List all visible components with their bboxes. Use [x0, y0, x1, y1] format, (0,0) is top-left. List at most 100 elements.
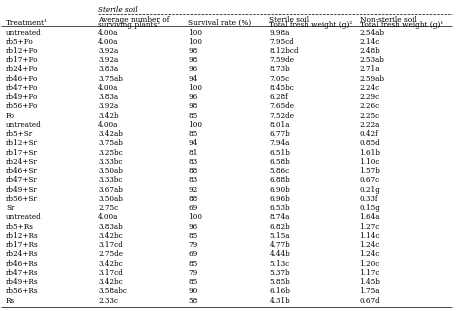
- Text: 69: 69: [188, 204, 198, 212]
- Text: 100: 100: [188, 29, 202, 36]
- Text: 2.48b: 2.48b: [360, 47, 380, 55]
- Text: 0.67c: 0.67c: [360, 176, 380, 184]
- Text: 3.75ab: 3.75ab: [98, 139, 123, 147]
- Text: 2.75de: 2.75de: [98, 250, 123, 258]
- Text: Total fresh weight (g)²: Total fresh weight (g)²: [269, 21, 353, 30]
- Text: 8.73b: 8.73b: [269, 66, 290, 73]
- Text: 94: 94: [188, 75, 198, 83]
- Text: 0.42f: 0.42f: [360, 130, 378, 138]
- Text: 4.00a: 4.00a: [98, 38, 119, 46]
- Text: Sr: Sr: [6, 204, 14, 212]
- Text: 6.16b: 6.16b: [269, 287, 290, 295]
- Text: 100: 100: [188, 121, 202, 129]
- Text: 3.67ab: 3.67ab: [98, 186, 123, 194]
- Text: Survival rate (%): Survival rate (%): [188, 19, 251, 27]
- Text: 3.58abc: 3.58abc: [98, 287, 127, 295]
- Text: 0.67d: 0.67d: [360, 297, 380, 305]
- Text: 83: 83: [188, 176, 198, 184]
- Text: Fo: Fo: [6, 112, 15, 120]
- Text: 2.33c: 2.33c: [98, 297, 118, 305]
- Text: rb56+Rs: rb56+Rs: [6, 287, 38, 295]
- Text: 9.98a: 9.98a: [269, 29, 290, 36]
- Text: rb49+Sr: rb49+Sr: [6, 186, 38, 194]
- Text: rb46+Sr: rb46+Sr: [6, 167, 38, 175]
- Text: rb56+Sr: rb56+Sr: [6, 195, 38, 203]
- Text: 7.94a: 7.94a: [269, 139, 290, 147]
- Text: 6.28f: 6.28f: [269, 93, 288, 101]
- Text: 1.75a: 1.75a: [360, 287, 380, 295]
- Text: 6.77b: 6.77b: [269, 130, 290, 138]
- Text: 3.42bc: 3.42bc: [98, 260, 123, 268]
- Text: 4.31b: 4.31b: [269, 297, 290, 305]
- Text: 3.42ab: 3.42ab: [98, 130, 123, 138]
- Text: 4.00a: 4.00a: [98, 213, 119, 221]
- Text: 100: 100: [188, 38, 202, 46]
- Text: 3.50ab: 3.50ab: [98, 195, 123, 203]
- Text: 5.15a: 5.15a: [269, 232, 290, 240]
- Text: 7.52de: 7.52de: [269, 112, 294, 120]
- Text: 0.21g: 0.21g: [360, 186, 381, 194]
- Text: 79: 79: [188, 269, 198, 277]
- Text: 6.96b: 6.96b: [269, 195, 290, 203]
- Text: 96: 96: [188, 223, 198, 231]
- Text: 69: 69: [188, 250, 198, 258]
- Text: 1.57b: 1.57b: [360, 167, 381, 175]
- Text: 88: 88: [188, 167, 198, 175]
- Text: 3.17cd: 3.17cd: [98, 269, 123, 277]
- Text: 1.64a: 1.64a: [360, 213, 380, 221]
- Text: 94: 94: [188, 139, 198, 147]
- Text: Treatment¹: Treatment¹: [6, 19, 48, 27]
- Text: rb17+Rs: rb17+Rs: [6, 241, 38, 249]
- Text: 92: 92: [188, 186, 198, 194]
- Text: 98: 98: [188, 47, 198, 55]
- Text: 2.59ab: 2.59ab: [360, 75, 385, 83]
- Text: 4.00a: 4.00a: [98, 84, 119, 92]
- Text: surviving plants³: surviving plants³: [98, 21, 160, 30]
- Text: 6.88b: 6.88b: [269, 176, 290, 184]
- Text: 96: 96: [188, 93, 198, 101]
- Text: 3.75ab: 3.75ab: [98, 75, 123, 83]
- Text: 5.86c: 5.86c: [269, 167, 290, 175]
- Text: 7.05c: 7.05c: [269, 75, 290, 83]
- Text: 3.42b: 3.42b: [98, 112, 119, 120]
- Text: 2.22a: 2.22a: [360, 121, 380, 129]
- Text: 5.37b: 5.37b: [269, 269, 290, 277]
- Text: rb5+Fo: rb5+Fo: [6, 38, 34, 46]
- Text: 4.77b: 4.77b: [269, 241, 290, 249]
- Text: rb47+Fo: rb47+Fo: [6, 84, 38, 92]
- Text: rb17+Sr: rb17+Sr: [6, 149, 38, 157]
- Text: 1.14c: 1.14c: [360, 232, 380, 240]
- Text: 100: 100: [188, 84, 202, 92]
- Text: 100: 100: [188, 213, 202, 221]
- Text: rb12+Rs: rb12+Rs: [6, 232, 38, 240]
- Text: 83: 83: [188, 158, 198, 166]
- Text: 85: 85: [188, 232, 198, 240]
- Text: Total fresh weight (g)¹: Total fresh weight (g)¹: [360, 21, 443, 30]
- Text: 79: 79: [188, 241, 198, 249]
- Text: 3.92a: 3.92a: [98, 47, 119, 55]
- Text: 81: 81: [188, 149, 198, 157]
- Text: 3.25bc: 3.25bc: [98, 149, 123, 157]
- Text: 3.92a: 3.92a: [98, 103, 119, 110]
- Text: 98: 98: [188, 56, 198, 64]
- Text: 1.61b: 1.61b: [360, 149, 381, 157]
- Text: 3.42bc: 3.42bc: [98, 232, 123, 240]
- Text: untreated: untreated: [6, 121, 42, 129]
- Text: 3.42bc: 3.42bc: [98, 278, 123, 286]
- Text: 85: 85: [188, 130, 198, 138]
- Text: 2.14c: 2.14c: [360, 38, 380, 46]
- Text: 98: 98: [188, 103, 198, 110]
- Text: 85: 85: [188, 278, 198, 286]
- Text: 90: 90: [188, 287, 198, 295]
- Text: rb17+Fo: rb17+Fo: [6, 56, 38, 64]
- Text: 3.83ab: 3.83ab: [98, 223, 123, 231]
- Text: Sterile soil: Sterile soil: [98, 6, 138, 14]
- Text: rb24+Fo: rb24+Fo: [6, 66, 38, 73]
- Text: 2.24c: 2.24c: [360, 84, 380, 92]
- Text: 6.90b: 6.90b: [269, 186, 290, 194]
- Text: 2.53ab: 2.53ab: [360, 56, 384, 64]
- Text: 1.24c: 1.24c: [360, 241, 380, 249]
- Text: 85: 85: [188, 260, 198, 268]
- Text: 4.44b: 4.44b: [269, 250, 290, 258]
- Text: rb12+Fo: rb12+Fo: [6, 47, 38, 55]
